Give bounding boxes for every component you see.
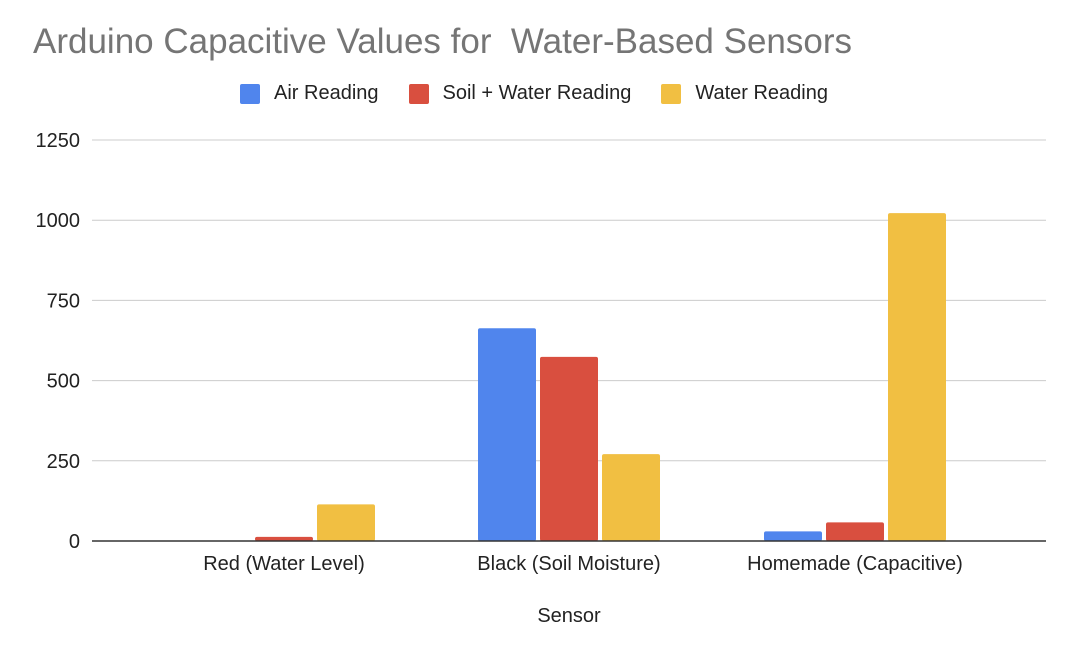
y-tick-label: 1250 — [36, 130, 81, 152]
bar — [826, 522, 884, 541]
x-tick-label: Homemade (Capacitive) — [747, 553, 963, 575]
y-tick-label: 500 — [47, 371, 80, 393]
x-tick-label: Red (Water Level) — [203, 553, 365, 575]
legend: Air Reading Soil + Water Reading Water R… — [0, 82, 1068, 105]
x-tick-label: Black (Soil Moisture) — [477, 553, 660, 575]
bar — [255, 536, 313, 541]
bar — [540, 356, 598, 541]
legend-item-water[interactable]: Water Reading — [661, 82, 828, 105]
chart-title: Arduino Capacitive Values for Water-Base… — [33, 22, 852, 61]
bar — [764, 531, 822, 541]
legend-item-air[interactable]: Air Reading — [240, 82, 379, 105]
y-tick-label: 750 — [47, 290, 80, 312]
bar — [478, 328, 536, 541]
y-tick-label: 250 — [47, 451, 80, 473]
legend-label-air: Air Reading — [274, 82, 379, 104]
legend-label-water: Water Reading — [695, 82, 828, 104]
bar — [602, 454, 660, 541]
legend-swatch-water — [661, 83, 682, 104]
legend-item-soil-water[interactable]: Soil + Water Reading — [408, 82, 632, 105]
x-axis-title: Sensor — [537, 605, 601, 627]
y-tick-label: 1000 — [36, 210, 81, 232]
legend-swatch-air — [240, 83, 260, 104]
bar — [888, 213, 946, 541]
legend-swatch-soil-water — [408, 83, 429, 104]
legend-label-soil-water: Soil + Water Reading — [442, 82, 632, 104]
y-tick-label: 0 — [69, 531, 80, 553]
bar — [317, 504, 375, 541]
